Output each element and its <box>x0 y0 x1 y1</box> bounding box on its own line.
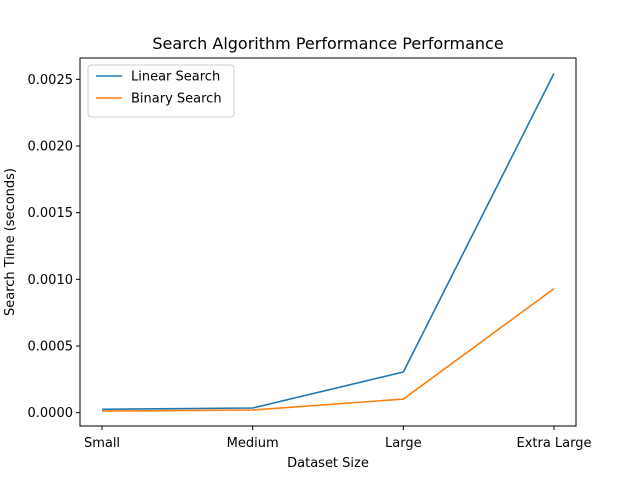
y-tick-label: 0.0015 <box>28 206 74 221</box>
y-tick-label: 0.0000 <box>28 406 74 421</box>
plot-area: Small Medium Large Extra Large 0.0000 0.0005 0… <box>28 57 592 451</box>
x-tick-label: Medium <box>227 436 279 451</box>
axes-frame <box>79 57 577 427</box>
x-tick-label: Large <box>385 436 422 451</box>
x-tick-label: Small <box>84 436 120 451</box>
y-tick-label: 0.0020 <box>28 140 74 155</box>
legend: Linear Search Binary Search <box>87 64 235 118</box>
y-tick-label: 0.0010 <box>28 273 74 288</box>
series-line-binary-search <box>101 288 555 412</box>
chart-title: Search Algorithm Performance Performance <box>152 34 503 53</box>
series-line-linear-search <box>101 72 555 411</box>
legend-box <box>87 64 235 118</box>
y-tick-label: 0.0025 <box>28 73 74 88</box>
x-axis-label: Dataset Size <box>287 456 369 471</box>
legend-label: Binary Search <box>131 92 222 107</box>
y-axis-label: Search Time (seconds) <box>3 168 18 316</box>
y-tick-label: 0.0005 <box>28 340 74 355</box>
legend-label: Linear Search <box>131 70 220 85</box>
x-tick-label: Extra Large <box>516 436 591 451</box>
